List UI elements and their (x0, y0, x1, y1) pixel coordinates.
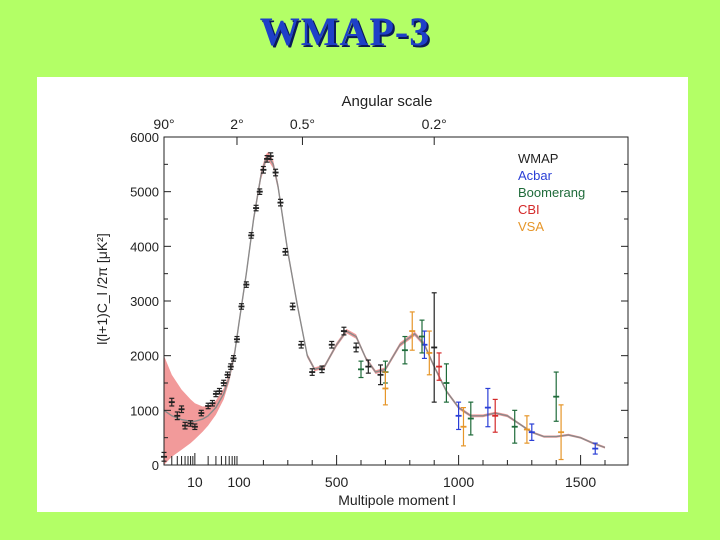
x-tick-label: 500 (325, 474, 349, 490)
y-tick-label: 5000 (130, 185, 159, 200)
top-tick-label: 0.5° (290, 116, 315, 132)
cmb-power-spectrum-chart: 0 1000 2000 3000 4000 5000 6000 10 100 500 1000 150… (94, 93, 629, 508)
chart-title: Angular scale (342, 93, 433, 110)
top-tick-label: 0.2° (422, 116, 447, 132)
x-axis-label: Multipole moment l (338, 492, 456, 508)
legend-wmap: WMAP (518, 151, 558, 166)
legend-vsa: VSA (518, 219, 544, 234)
x-tick-label: 100 (227, 474, 251, 490)
top-tick-label: 2° (230, 116, 243, 132)
slide-title: WMAP-3 (259, 9, 431, 54)
model-curve (163, 154, 606, 449)
x-tick-label: 1500 (565, 474, 596, 490)
y-tick-label: 1000 (130, 403, 159, 418)
y-axis-label: l(l+1)C_l /2π [μK²] (94, 233, 110, 344)
x-tick-label: 10 (187, 474, 203, 490)
y-tick-label: 2000 (130, 349, 159, 364)
chart-panel: 0 1000 2000 3000 4000 5000 6000 10 100 500 1000 150… (37, 77, 688, 512)
legend-boomerang: Boomerang (518, 185, 585, 200)
y-tick-label: 4000 (130, 239, 159, 254)
top-tick-label: 90° (153, 116, 174, 132)
y-tick-label: 6000 (130, 130, 159, 145)
x-tick-label: 1000 (443, 474, 474, 490)
legend-acbar: Acbar (518, 168, 553, 183)
legend-cbi: CBI (518, 202, 540, 217)
y-tick-label: 0 (152, 458, 159, 473)
y-tick-label: 3000 (130, 294, 159, 309)
